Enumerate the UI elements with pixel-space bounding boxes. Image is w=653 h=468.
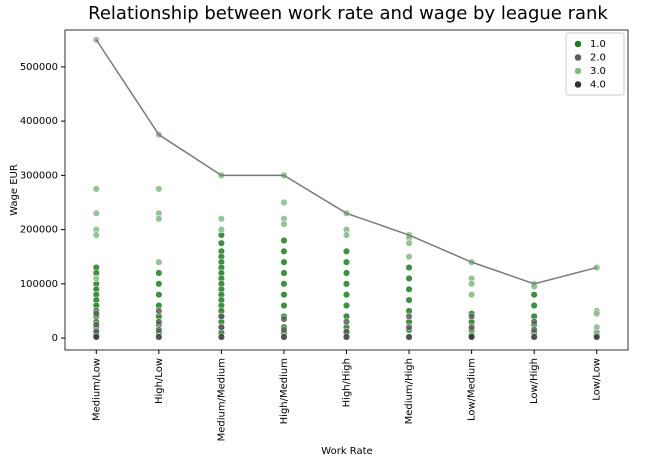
legend-marker: [574, 40, 582, 48]
y-tick-label: 300000: [20, 170, 58, 181]
point: [342, 269, 351, 277]
x-tick-label: High/Low: [154, 358, 165, 404]
point: [342, 258, 351, 266]
point: [405, 239, 413, 247]
point: [530, 318, 538, 326]
legend-box: [565, 32, 625, 96]
point: [593, 310, 601, 318]
point: [593, 333, 601, 341]
point: [468, 280, 476, 288]
x-tick-label: Medium/High: [404, 358, 415, 424]
legend-marker: [574, 80, 582, 89]
point: [342, 247, 351, 255]
point: [280, 220, 288, 228]
point: [155, 185, 163, 193]
legend-label: 2.0: [590, 53, 606, 64]
legend-label: 4.0: [590, 80, 606, 91]
point: [280, 258, 288, 266]
y-tick-label: 400000: [20, 116, 58, 127]
legend-label: 1.0: [590, 39, 606, 50]
legend-label: 3.0: [590, 66, 606, 77]
point: [155, 318, 163, 326]
point: [468, 312, 476, 320]
point: [530, 301, 538, 310]
point: [217, 323, 225, 331]
point: [530, 333, 538, 341]
point: [280, 247, 288, 255]
x-tick-label: Low/Medium: [467, 358, 478, 421]
point: [92, 209, 100, 217]
point: [342, 333, 351, 341]
point: [405, 312, 413, 320]
point: [405, 323, 413, 331]
point: [155, 326, 163, 334]
point: [280, 291, 288, 299]
point: [217, 239, 225, 247]
point: [217, 226, 225, 234]
point: [155, 307, 163, 315]
point: [405, 264, 413, 272]
point: [405, 296, 413, 304]
point: [280, 333, 288, 341]
point: [530, 291, 538, 299]
point: [280, 326, 288, 334]
x-tick-label: Low/Low: [592, 358, 603, 401]
point: [280, 280, 288, 288]
point: [92, 333, 100, 341]
point: [468, 333, 476, 341]
point: [405, 333, 413, 341]
x-tick-label: High/Medium: [279, 358, 290, 424]
point: [405, 285, 413, 293]
point: [280, 236, 288, 244]
point: [280, 301, 288, 310]
x-tick-label: Low/High: [529, 358, 540, 404]
y-tick-label: 0: [52, 333, 58, 344]
legend-marker: [574, 53, 582, 62]
point: [92, 185, 100, 193]
x-tick-label: Medium/Medium: [216, 358, 227, 441]
max-line: [95, 39, 597, 285]
x-axis-label: Work Rate: [321, 446, 372, 457]
legend-marker: [574, 67, 582, 75]
y-tick-label: 100000: [20, 279, 58, 290]
point: [342, 231, 351, 239]
point: [155, 280, 163, 288]
point: [342, 318, 351, 326]
point: [155, 215, 163, 223]
point: [217, 312, 225, 320]
point: [155, 333, 163, 341]
point: [155, 291, 163, 299]
point: [342, 301, 351, 310]
point: [342, 280, 351, 288]
point: [155, 269, 163, 277]
y-tick-label: 200000: [20, 225, 58, 236]
chart-title: Relationship between work rate and wage …: [88, 3, 608, 24]
point: [530, 326, 538, 334]
point: [280, 269, 288, 277]
point: [92, 274, 100, 282]
x-tick-label: High/High: [342, 358, 353, 407]
point: [280, 198, 288, 207]
point: [217, 215, 225, 223]
point: [405, 274, 413, 282]
point: [468, 323, 476, 331]
point: [217, 333, 225, 341]
point: [92, 310, 100, 318]
point: [92, 320, 100, 329]
point: [155, 258, 163, 266]
y-axis-label: Wage EUR: [9, 164, 20, 216]
point: [280, 315, 288, 323]
x-tick-label: Medium/Low: [91, 358, 102, 421]
y-tick-label: 500000: [20, 62, 58, 73]
point: [405, 253, 413, 261]
point: [92, 231, 100, 239]
point: [468, 291, 476, 299]
point: [342, 291, 351, 299]
